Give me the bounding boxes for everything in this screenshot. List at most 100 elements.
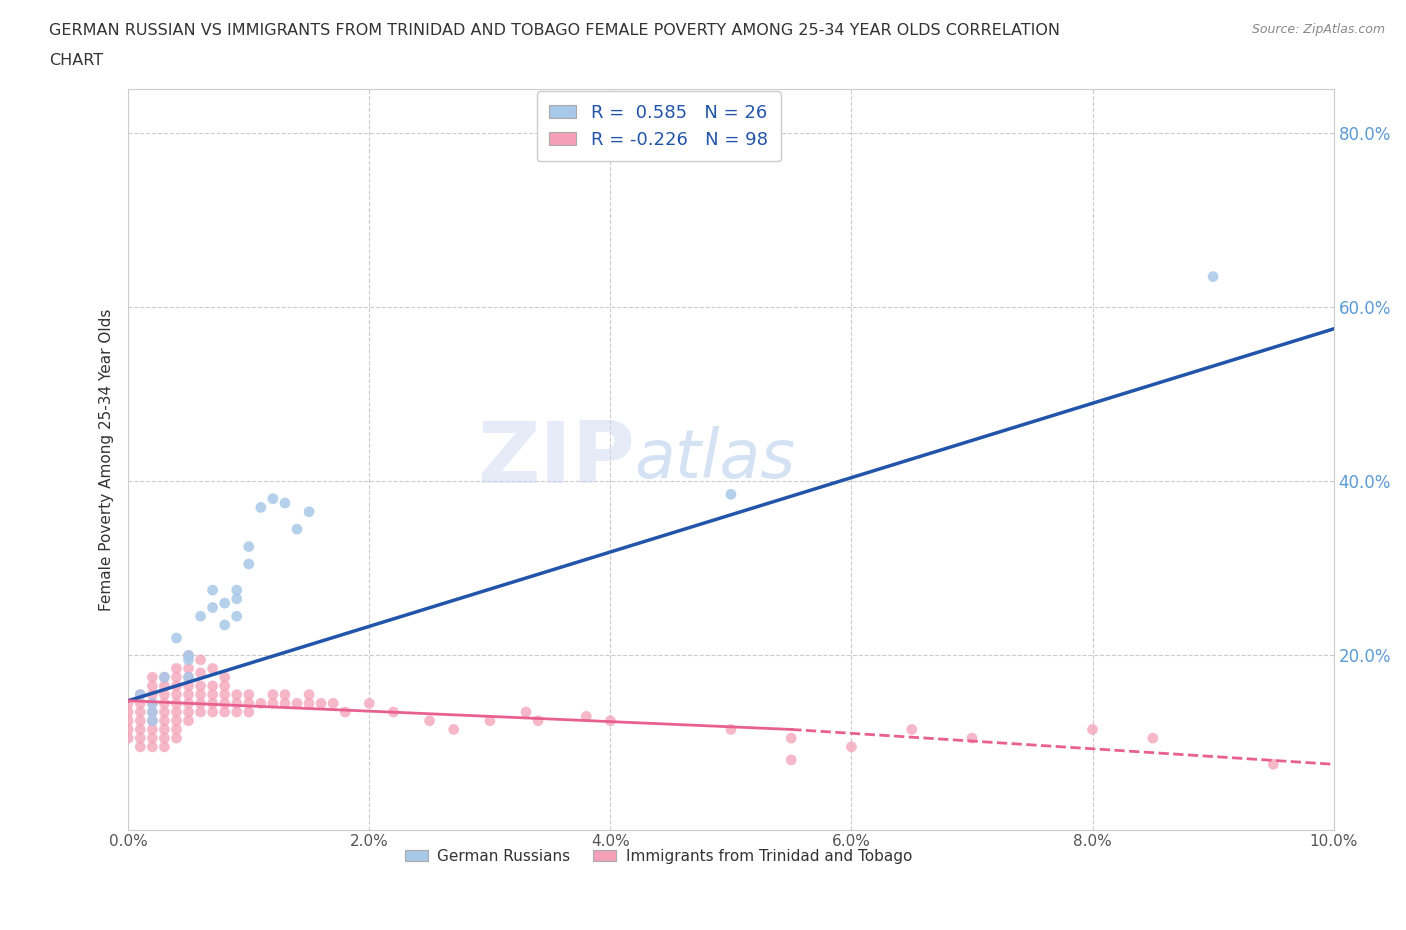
Point [177, 648, 200, 663]
Point [225, 591, 247, 606]
Point [153, 731, 176, 746]
Point [225, 609, 247, 624]
Point [129, 687, 152, 702]
Point [117, 713, 139, 728]
Point [285, 522, 308, 537]
Point [250, 696, 273, 711]
Point [177, 670, 200, 684]
Point [599, 713, 621, 728]
Point [285, 696, 308, 711]
Text: CHART: CHART [49, 53, 103, 68]
Point [117, 705, 139, 720]
Point [177, 713, 200, 728]
Point [177, 661, 200, 676]
Point [214, 705, 236, 720]
Point [841, 739, 863, 754]
Point [166, 705, 188, 720]
Point [298, 504, 321, 519]
Point [190, 665, 212, 680]
Point [1142, 731, 1164, 746]
Point [201, 696, 224, 711]
Text: Source: ZipAtlas.com: Source: ZipAtlas.com [1251, 23, 1385, 36]
Point [201, 705, 224, 720]
Text: atlas: atlas [634, 427, 796, 493]
Point [201, 600, 224, 615]
Point [141, 713, 163, 728]
Point [214, 687, 236, 702]
Point [527, 713, 550, 728]
Point [177, 648, 200, 663]
Point [214, 670, 236, 684]
Point [1263, 757, 1285, 772]
Point [322, 696, 344, 711]
Point [575, 709, 598, 724]
Point [309, 696, 332, 711]
Point [153, 687, 176, 702]
Point [238, 696, 260, 711]
Point [177, 652, 200, 667]
Legend: German Russians, Immigrants from Trinidad and Tobago: German Russians, Immigrants from Trinida… [399, 843, 918, 870]
Text: GERMAN RUSSIAN VS IMMIGRANTS FROM TRINIDAD AND TOBAGO FEMALE POVERTY AMONG 25-34: GERMAN RUSSIAN VS IMMIGRANTS FROM TRINID… [49, 23, 1060, 38]
Point [262, 687, 284, 702]
Point [129, 687, 152, 702]
Point [298, 696, 321, 711]
Point [201, 583, 224, 598]
Point [720, 722, 742, 737]
Point [117, 696, 139, 711]
Point [141, 705, 163, 720]
Point [201, 679, 224, 694]
Point [382, 705, 405, 720]
Point [190, 679, 212, 694]
Point [190, 609, 212, 624]
Point [335, 705, 357, 720]
Point [238, 705, 260, 720]
Point [166, 731, 188, 746]
Point [166, 679, 188, 694]
Point [274, 687, 297, 702]
Point [141, 687, 163, 702]
Point [262, 491, 284, 506]
Point [780, 752, 803, 767]
Point [141, 713, 163, 728]
Point [129, 722, 152, 737]
Point [129, 696, 152, 711]
Point [201, 661, 224, 676]
Point [141, 705, 163, 720]
Point [190, 696, 212, 711]
Point [225, 705, 247, 720]
Point [214, 696, 236, 711]
Point [153, 722, 176, 737]
Point [117, 722, 139, 737]
Point [166, 670, 188, 684]
Point [177, 696, 200, 711]
Point [443, 722, 465, 737]
Point [129, 739, 152, 754]
Point [225, 696, 247, 711]
Point [153, 670, 176, 684]
Point [238, 556, 260, 571]
Point [177, 687, 200, 702]
Point [117, 731, 139, 746]
Point [166, 696, 188, 711]
Point [214, 596, 236, 611]
Point [153, 679, 176, 694]
Point [1081, 722, 1104, 737]
Point [214, 618, 236, 632]
Point [166, 631, 188, 645]
Point [190, 687, 212, 702]
Point [225, 583, 247, 598]
Point [960, 731, 983, 746]
Point [274, 696, 297, 711]
Point [250, 500, 273, 515]
Point [153, 696, 176, 711]
Point [141, 731, 163, 746]
Point [274, 496, 297, 511]
Point [153, 739, 176, 754]
Point [478, 713, 501, 728]
Point [166, 661, 188, 676]
Point [515, 705, 537, 720]
Point [201, 687, 224, 702]
Point [153, 670, 176, 684]
Point [129, 731, 152, 746]
Point [129, 705, 152, 720]
